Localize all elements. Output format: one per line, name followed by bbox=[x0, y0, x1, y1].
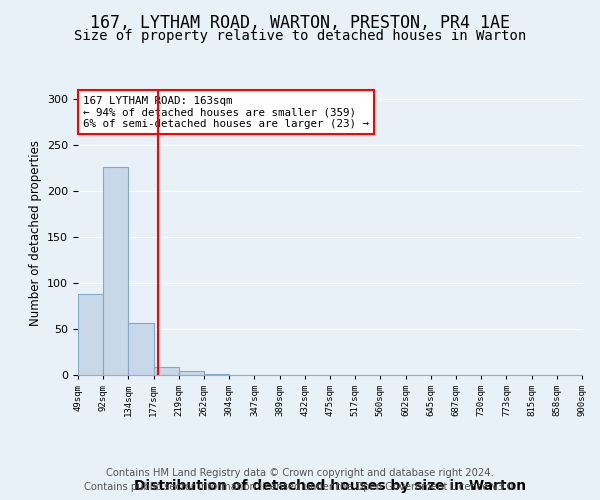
Bar bbox=[154, 366, 179, 375]
Text: 167, LYTHAM ROAD, WARTON, PRESTON, PR4 1AE: 167, LYTHAM ROAD, WARTON, PRESTON, PR4 1… bbox=[90, 14, 510, 32]
X-axis label: Distribution of detached houses by size in Warton: Distribution of detached houses by size … bbox=[134, 479, 526, 493]
Bar bbox=[204, 374, 229, 375]
Text: Contains HM Land Registry data © Crown copyright and database right 2024.: Contains HM Land Registry data © Crown c… bbox=[106, 468, 494, 477]
Bar bbox=[179, 372, 204, 375]
Text: Contains public sector information licensed under the Open Government Licence v3: Contains public sector information licen… bbox=[84, 482, 516, 492]
Text: 167 LYTHAM ROAD: 163sqm
← 94% of detached houses are smaller (359)
6% of semi-de: 167 LYTHAM ROAD: 163sqm ← 94% of detache… bbox=[83, 96, 369, 129]
Bar bbox=[103, 167, 128, 375]
Text: Size of property relative to detached houses in Warton: Size of property relative to detached ho… bbox=[74, 29, 526, 43]
Bar bbox=[78, 294, 103, 375]
Bar bbox=[128, 322, 154, 375]
Y-axis label: Number of detached properties: Number of detached properties bbox=[29, 140, 41, 326]
